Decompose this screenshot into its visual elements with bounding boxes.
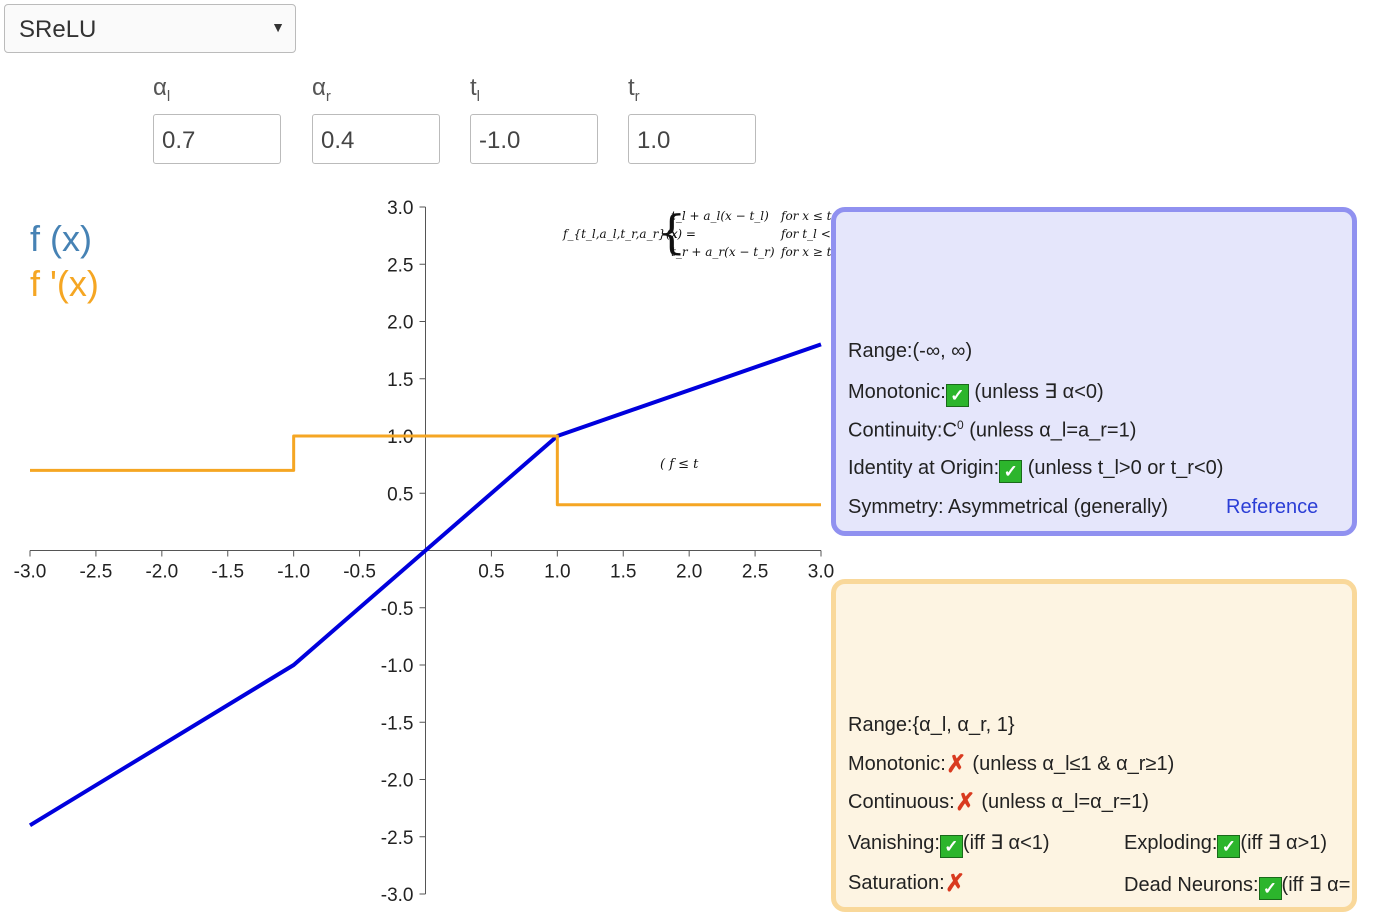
deriv-vanishing: Vanishing: ✓ (iff ∃ α<1) xyxy=(848,832,1050,858)
check-icon: ✓ xyxy=(1217,835,1241,858)
x-tick-label: 2.5 xyxy=(742,562,768,583)
x-tick-label: -1.5 xyxy=(211,562,244,583)
param-label-t-l: tl xyxy=(470,74,481,105)
deriv-saturation: Saturation:✗ xyxy=(848,870,966,897)
y-tick-label: -0.5 xyxy=(381,599,414,620)
activation-select[interactable]: SReLU ▼ xyxy=(4,4,296,53)
formula-lhs: f_{t_l,a_l,t_r,a_r}(x) = xyxy=(563,227,696,241)
cross-icon: ✗ xyxy=(945,870,966,897)
check-icon: ✓ xyxy=(1258,877,1282,900)
t-l-input[interactable]: -1.0 xyxy=(470,114,598,164)
formula-row: t_r + a_r(x − t_r) xyxy=(671,245,775,259)
derivative-properties-panel: Range:{α_l, α_r, 1} Monotonic:✗ (unless … xyxy=(831,579,1357,912)
x-tick-label: -1.0 xyxy=(277,562,310,583)
formula-cond: for x ≤ t_l xyxy=(781,209,842,223)
y-tick-label: -3.0 xyxy=(381,885,414,906)
x-tick-label: -2.0 xyxy=(145,562,178,583)
deriv-continuous: Continuous:✗ (unless α_l=α_r=1) xyxy=(848,789,1149,816)
y-tick-label: 0.5 xyxy=(387,484,413,505)
fn-monotonic: Monotonic: ✓ (unless ∃ α<0) xyxy=(848,381,1104,407)
formula-row: x xyxy=(671,227,678,241)
fn-range: Range:(-∞, ∞) xyxy=(848,340,973,362)
f-prime-curve xyxy=(30,434,821,507)
x-tick-label: -3.0 xyxy=(14,562,47,583)
alpha-l-input[interactable]: 0.7 xyxy=(153,114,281,164)
activation-chart: -3.0 -2.5 -2.0 -1.5 -1.0 -0.5 0.5 1.0 1.5 2.0 2.5 3… xyxy=(14,198,835,906)
formula-brace: { xyxy=(657,205,687,259)
formula-cond: for x ≥ t_r xyxy=(781,245,844,259)
deriv-range: Range:{α_l, α_r, 1} xyxy=(848,714,1015,736)
y-tick-label: 3.0 xyxy=(387,198,413,219)
y-tick-label: -2.0 xyxy=(381,771,414,792)
param-label-alpha-r: αr xyxy=(312,74,331,105)
y-tick-label: 2.0 xyxy=(387,313,413,334)
x-tick-label: 1.5 xyxy=(610,562,636,583)
y-tick-label: -1.5 xyxy=(381,713,414,734)
y-tick-label: -2.5 xyxy=(381,828,414,849)
check-icon: ✓ xyxy=(999,460,1023,483)
x-tick-label: 3.0 xyxy=(808,562,834,583)
fn-identity: Identity at Origin: ✓ (unless t_l>0 or t_… xyxy=(848,457,1224,483)
y-tick-label: 1.5 xyxy=(387,370,413,391)
fn-symmetry: Symmetry: Asymmetrical (generally) xyxy=(848,496,1169,518)
activation-select-value: SReLU xyxy=(19,16,97,43)
f-curve xyxy=(28,342,822,828)
cross-icon: ✗ xyxy=(946,751,967,778)
x-tick-label: 0.5 xyxy=(478,562,504,583)
deriv-dead-neurons: Dead Neurons: ✓ (iff ∃ α= xyxy=(1124,874,1350,900)
deriv-exploding: Exploding: ✓ (iff ∃ α>1) xyxy=(1124,832,1328,858)
param-label-t-r: tr xyxy=(628,74,640,105)
reference-link[interactable]: Reference xyxy=(1226,496,1319,518)
formula-row: t_l + a_l(x − t_l) xyxy=(671,209,769,223)
alpha-r-input[interactable]: 0.4 xyxy=(312,114,440,164)
x-tick-label: 2.0 xyxy=(676,562,702,583)
y-tick-label: -1.0 xyxy=(381,656,414,677)
check-icon: ✓ xyxy=(939,835,963,858)
deriv-monotonic: Monotonic:✗ (unless α_l≤1 & α_r≥1) xyxy=(848,751,1175,778)
x-tick-label: -2.5 xyxy=(80,562,113,583)
y-tick-label: 2.5 xyxy=(387,255,413,276)
x-tick-label: -0.5 xyxy=(343,562,376,583)
fn-continuity: Continuity:C0 (unless α_l=a_r=1) xyxy=(848,418,1137,442)
x-tick-label: 1.0 xyxy=(544,562,570,583)
function-properties-panel: Range:(-∞, ∞) Monotonic: ✓ (unless ∃ α<0)… xyxy=(831,207,1357,536)
chevron-down-icon: ▼ xyxy=(271,19,285,35)
cross-icon: ✗ xyxy=(955,789,976,816)
param-label-alpha-l: αl xyxy=(153,74,171,105)
legend-f: f (x) xyxy=(30,218,92,259)
legend-fprime: f '(x) xyxy=(30,263,99,304)
derivative-formula-fragment: ( f ≤ t xyxy=(660,457,699,472)
check-icon: ✓ xyxy=(945,384,969,407)
t-r-input[interactable]: 1.0 xyxy=(628,114,756,164)
